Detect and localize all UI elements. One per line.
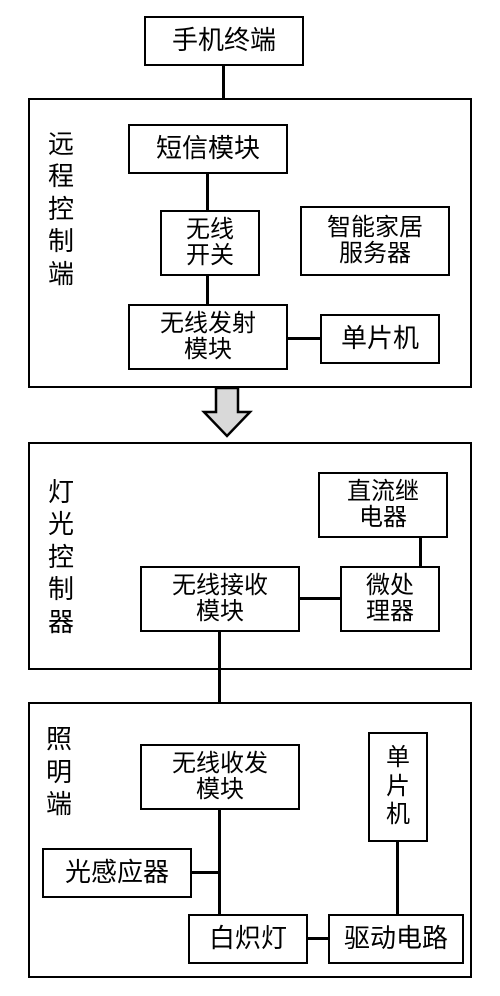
label: 手机终端 [172, 26, 276, 56]
edge-relay-to-micro [419, 538, 422, 566]
edge-to-photosensor [192, 871, 221, 874]
node-smart-home-server: 智能家居 服务器 [300, 206, 450, 276]
edge-rx-to-micro [300, 597, 340, 600]
label: 白炽灯 [209, 924, 287, 954]
node-wireless-trx: 无线收发 模块 [140, 744, 300, 810]
label: 短信模块 [156, 134, 260, 164]
label: 驱动电路 [344, 924, 448, 954]
node-incandescent: 白炽灯 [188, 914, 308, 964]
edge-trx-down [218, 810, 221, 874]
node-sms-module: 短信模块 [128, 124, 288, 174]
node-dc-relay: 直流继 电器 [318, 472, 448, 538]
edge-incandescent-to-driver [308, 937, 328, 940]
edge-tx-to-mcu [288, 337, 320, 340]
node-wireless-tx: 无线发射 模块 [128, 304, 288, 370]
node-mcu-lighting: 单 片 机 [368, 732, 428, 842]
edge-sms-to-switch [206, 174, 209, 210]
edge-switch-to-tx [206, 276, 209, 304]
node-photo-sensor: 光感应器 [42, 848, 192, 898]
node-driver-circuit: 驱动电路 [328, 914, 464, 964]
node-wireless-rx: 无线接收 模块 [140, 566, 300, 632]
edge-down-to-incandescent [218, 871, 221, 914]
edge-mcu-to-driver [396, 842, 399, 914]
group-remote-label: 远 程 控 制 端 [46, 120, 76, 300]
label: 光感应器 [65, 858, 169, 888]
node-microprocessor: 微处 理器 [340, 566, 440, 632]
diagram-canvas: 手机终端 远 程 控 制 端 短信模块 无线 开关 智能家居 服务器 无线发射 [0, 0, 500, 996]
node-phone-terminal: 手机终端 [144, 16, 304, 66]
label: 单片机 [341, 324, 419, 354]
group-lighting-label: 照 明 端 [44, 718, 74, 828]
node-mcu-remote: 单片机 [320, 314, 440, 364]
node-wireless-switch: 无线 开关 [160, 210, 260, 276]
arrow-remote-to-lightctrl [204, 388, 250, 438]
group-lightctrl-label: 灯 光 控 制 器 [46, 468, 76, 648]
